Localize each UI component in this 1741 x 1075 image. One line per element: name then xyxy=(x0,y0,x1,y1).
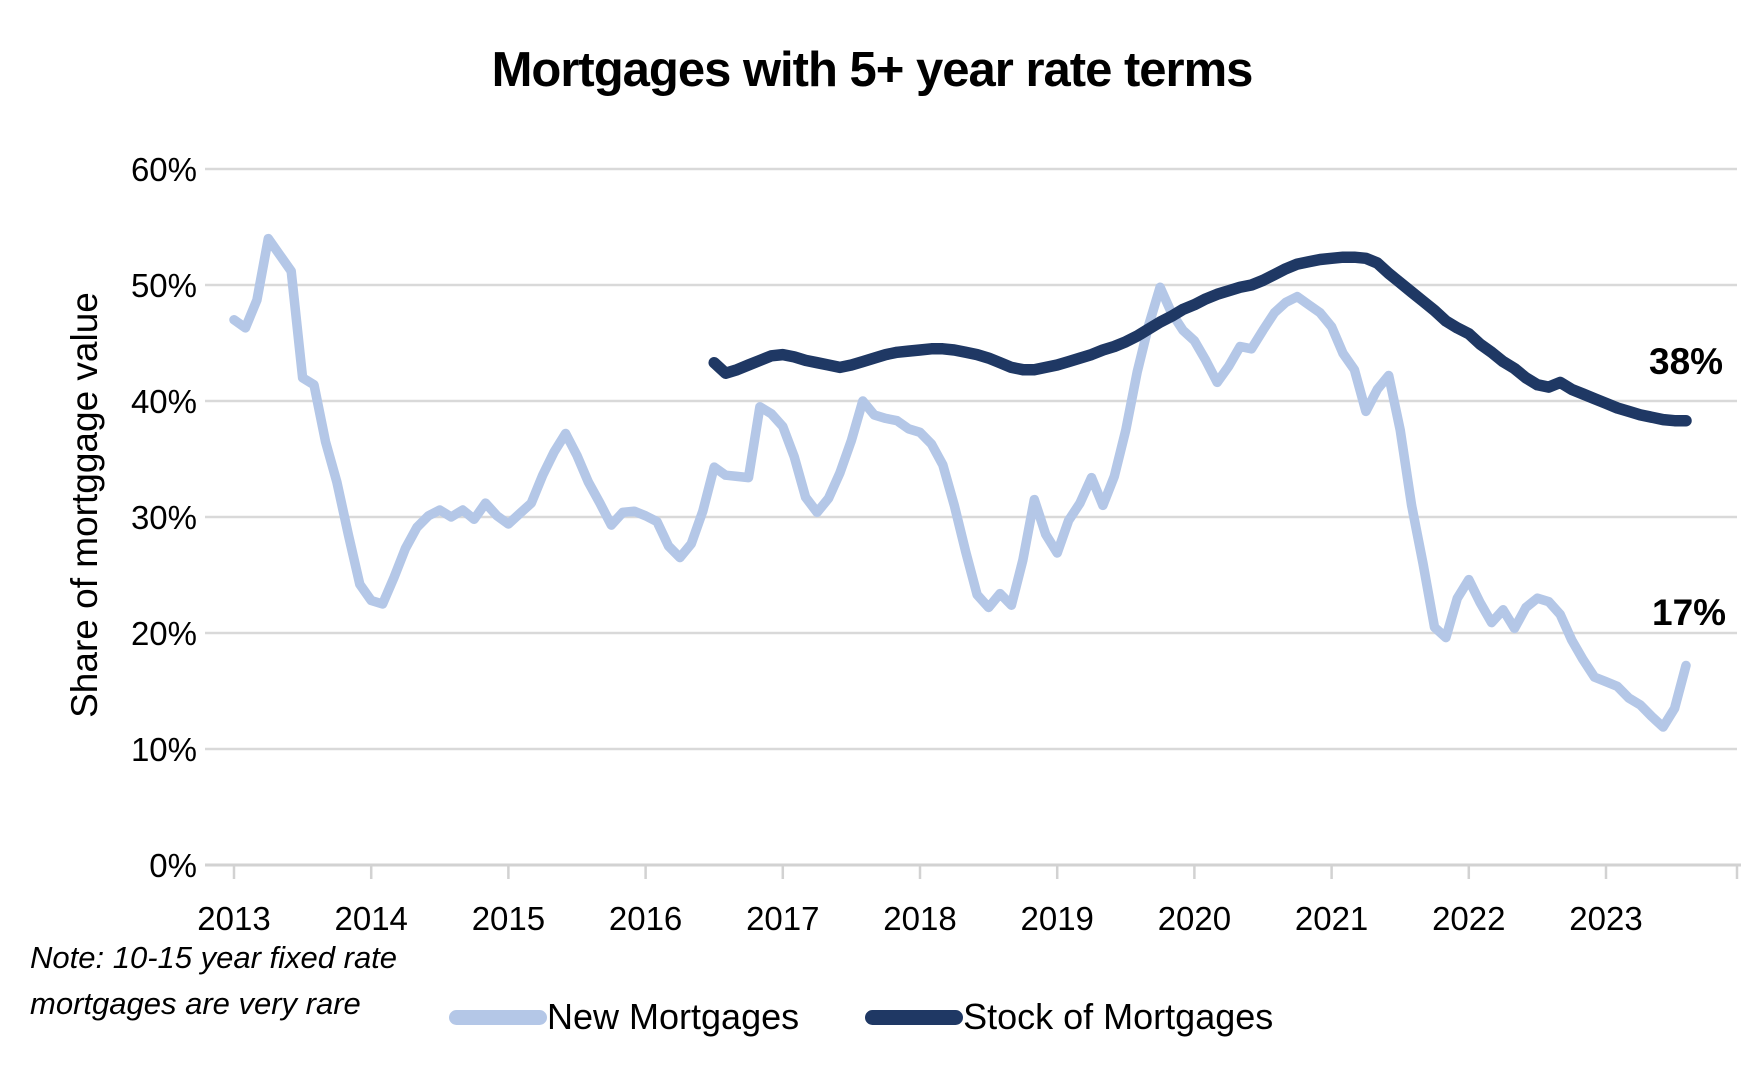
y-axis-tick-label: 60% xyxy=(131,151,197,188)
series-line-stock-of-mortgages xyxy=(708,251,1692,427)
x-axis-year-label: 2022 xyxy=(1432,900,1505,937)
y-axis-title: Share of mortggage value xyxy=(64,292,105,718)
y-axis-tick-label: 30% xyxy=(131,499,197,536)
legend-label-new-mortgages: New Mortgages xyxy=(547,996,800,1037)
legend-swatch-stock-of-mortgages xyxy=(865,1009,964,1025)
data-label-new-mortgages: 17% xyxy=(1652,592,1727,633)
x-axis-year-label: 2021 xyxy=(1295,900,1368,937)
y-axis-tick-label: 40% xyxy=(131,383,197,420)
x-axis-year-label: 2023 xyxy=(1569,900,1642,937)
x-axis-year-label: 2016 xyxy=(609,900,682,937)
x-axis-year-label: 2014 xyxy=(334,900,407,937)
x-axis-year-label: 2013 xyxy=(197,900,270,937)
y-axis-tick-label: 20% xyxy=(131,615,197,652)
series-line-new-mortgages xyxy=(229,233,1691,732)
data-label-stock-of-mortgages: 38% xyxy=(1649,341,1724,382)
y-axis-tick-label: 0% xyxy=(149,847,197,884)
legend-label-stock-of-mortgages: Stock of Mortgages xyxy=(963,996,1274,1037)
x-axis-year-label: 2018 xyxy=(883,900,956,937)
legend-swatch-new-mortgages xyxy=(449,1009,547,1025)
x-axis-year-label: 2015 xyxy=(472,900,545,937)
legend-item-stock-of-mortgages: Stock of Mortgages xyxy=(865,996,1273,1038)
x-axis-year-label: 2017 xyxy=(746,900,819,937)
chart-note-line-1: Note: 10-15 year fixed rate xyxy=(30,940,398,975)
y-axis-tick-label: 10% xyxy=(131,731,197,768)
chart-title: Mortgages with 5+ year rate terms xyxy=(491,43,1254,97)
chart-note-line-2: mortgages are very rare xyxy=(30,986,361,1021)
y-axis-tick-label: 50% xyxy=(131,267,197,304)
x-axis-year-label: 2019 xyxy=(1020,900,1093,937)
chart-legend: New Mortgages Stock of Mortgages xyxy=(449,996,1273,1038)
x-axis-year-label: 2020 xyxy=(1158,900,1231,937)
legend-item-new-mortgages: New Mortgages xyxy=(449,996,799,1038)
